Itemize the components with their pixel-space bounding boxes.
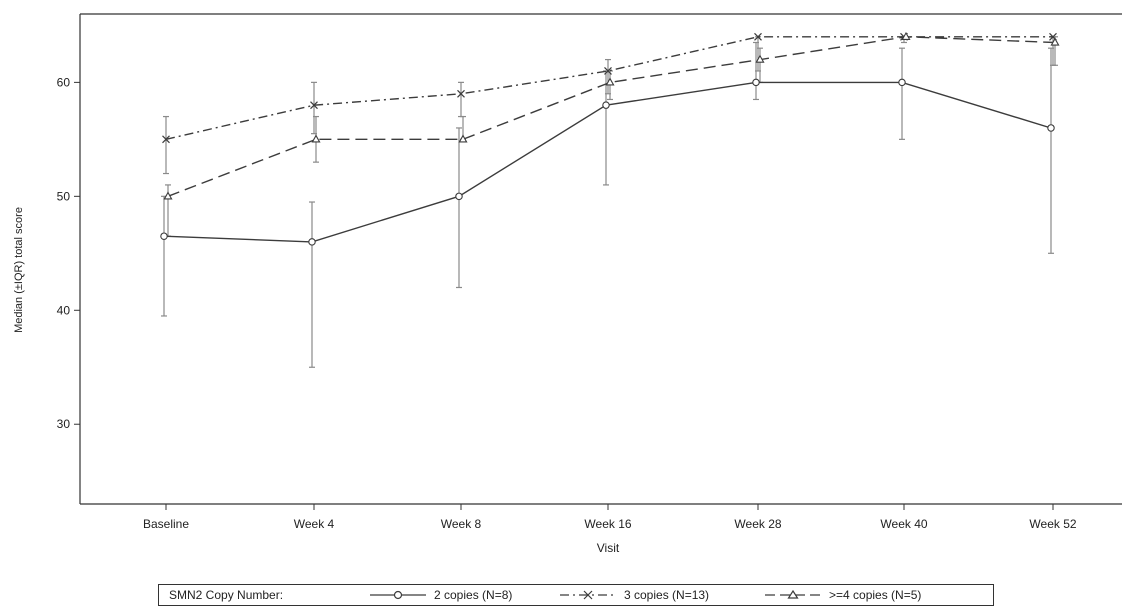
data-point	[310, 101, 318, 110]
legend-title: SMN2 Copy Number:	[169, 588, 284, 602]
data-point	[901, 31, 911, 40]
data-point	[160, 232, 168, 240]
series-line	[167, 36, 1056, 197]
y-tick-label: 60	[57, 75, 71, 89]
data-point	[604, 67, 612, 75]
x-tick-label: Week 4	[294, 517, 335, 531]
data-point	[1047, 124, 1055, 132]
y-tick-label: 30	[57, 417, 71, 431]
plot-frame	[79, 13, 1122, 505]
error-bars	[161, 36, 1058, 368]
legend-label-2-copies: 2 copies (N=8)	[434, 588, 513, 602]
legend-swatch-4-copies	[765, 589, 821, 599]
legend-label-3-copies: 3 copies (N=13)	[624, 588, 710, 602]
data-point	[605, 77, 615, 86]
data-point	[1050, 37, 1060, 46]
axes: 30 40 50 60 Baseline Week 4 Week 8 Week 16 Week …	[57, 13, 1122, 531]
data-point	[755, 54, 765, 63]
legend-swatch-3-copies	[560, 590, 616, 600]
data-point	[308, 238, 316, 246]
y-tick-label: 50	[57, 189, 71, 203]
y-tick-label: 40	[57, 303, 71, 317]
series-lines	[163, 36, 1056, 243]
y-axis-label: Median (±IQR) total score	[13, 207, 25, 333]
x-tick-label: Week 16	[584, 517, 631, 531]
x-tick-label: Baseline	[143, 517, 189, 531]
legend-swatch-2-copies	[370, 590, 426, 600]
legend: SMN2 Copy Number: 2 copies (N=8) 3 copie…	[158, 584, 994, 606]
x-tick-label: Week 28	[734, 517, 781, 531]
data-point	[311, 134, 321, 143]
data-point	[752, 78, 760, 87]
x-tick-label: Week 8	[441, 517, 482, 531]
data-point	[898, 78, 906, 87]
chart: 30 40 50 60 Baseline Week 4 Week 8 Week 16 Week …	[13, 13, 1122, 555]
x-tick-label: Week 40	[880, 517, 927, 531]
x-tick-label: Week 52	[1029, 517, 1076, 531]
legend-label-4-copies: >=4 copies (N=5)	[829, 588, 922, 602]
data-point	[602, 101, 610, 109]
data-point	[162, 135, 170, 144]
x-axis-label: Visit	[597, 541, 620, 555]
data-point	[754, 32, 762, 41]
data-point	[163, 191, 173, 200]
data-point	[455, 192, 463, 201]
data-point	[457, 89, 465, 98]
data-point	[458, 134, 468, 143]
series-markers	[160, 31, 1060, 246]
